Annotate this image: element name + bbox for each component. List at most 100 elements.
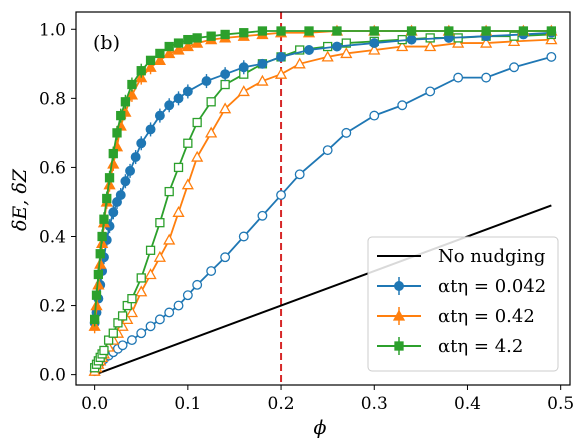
data-point bbox=[545, 33, 558, 45]
data-point bbox=[145, 245, 156, 255]
data-point bbox=[145, 124, 156, 135]
legend-box bbox=[367, 236, 559, 372]
legend-label-alpha-042: αtη = 0.42 bbox=[438, 306, 535, 327]
data-point bbox=[127, 79, 137, 90]
data-point bbox=[115, 190, 126, 200]
legend-marker-1 bbox=[394, 281, 404, 291]
y-tick-label: 0.8 bbox=[39, 89, 66, 109]
x-tick-label: 0.2 bbox=[268, 394, 295, 414]
data-point bbox=[238, 231, 249, 242]
data-point bbox=[103, 335, 114, 345]
data-point bbox=[518, 26, 529, 36]
data-point bbox=[99, 214, 109, 224]
data-point bbox=[192, 279, 203, 290]
data-point bbox=[164, 307, 175, 318]
data-point bbox=[481, 26, 491, 36]
data-point bbox=[206, 31, 216, 41]
y-tick-label: 1.0 bbox=[39, 20, 66, 40]
data-point bbox=[182, 290, 193, 301]
data-point bbox=[304, 26, 314, 36]
data-point bbox=[406, 26, 417, 36]
data-point bbox=[220, 29, 230, 40]
data-point bbox=[481, 72, 492, 83]
data-point bbox=[113, 318, 123, 328]
data-point bbox=[163, 47, 176, 59]
data-point bbox=[239, 28, 249, 38]
data-point bbox=[173, 162, 184, 173]
data-point bbox=[120, 97, 131, 107]
data-point bbox=[219, 102, 232, 114]
legend-label-alpha-0042: αtη = 0.042 bbox=[438, 276, 546, 297]
data-point bbox=[136, 138, 147, 149]
data-point bbox=[154, 110, 165, 121]
x-tick-label: 0.0 bbox=[81, 394, 108, 414]
series-green-filled bbox=[89, 26, 557, 327]
data-point bbox=[276, 26, 286, 36]
data-point bbox=[108, 148, 118, 159]
data-point bbox=[127, 294, 137, 304]
data-point bbox=[341, 127, 352, 138]
data-point bbox=[164, 100, 175, 111]
data-point bbox=[257, 26, 268, 36]
data-point bbox=[172, 205, 185, 217]
x-tick-label: 0.3 bbox=[361, 394, 388, 414]
data-point bbox=[91, 290, 102, 300]
data-point bbox=[155, 218, 165, 228]
data-point bbox=[480, 36, 493, 48]
data-point bbox=[93, 269, 104, 280]
data-point bbox=[201, 76, 212, 87]
data-point bbox=[507, 35, 521, 47]
data-point bbox=[424, 40, 437, 52]
data-point bbox=[99, 345, 109, 356]
data-point bbox=[145, 321, 156, 332]
data-point bbox=[153, 250, 166, 262]
data-point bbox=[125, 165, 136, 176]
data-point bbox=[136, 273, 146, 283]
data-point bbox=[192, 33, 202, 43]
data-point bbox=[205, 126, 218, 138]
data-point bbox=[369, 38, 380, 49]
data-point bbox=[192, 117, 202, 128]
data-point bbox=[95, 249, 105, 259]
y-tick-label: 0.6 bbox=[39, 158, 66, 178]
data-point bbox=[112, 128, 122, 138]
data-point bbox=[332, 41, 342, 52]
data-point bbox=[220, 69, 231, 80]
data-point bbox=[191, 36, 204, 48]
data-point bbox=[453, 72, 464, 83]
data-point bbox=[102, 193, 112, 204]
data-point bbox=[546, 51, 557, 62]
data-point bbox=[108, 328, 118, 338]
x-tick-label: 0.4 bbox=[454, 394, 481, 414]
x-axis-label: ϕ bbox=[314, 417, 327, 439]
data-point bbox=[425, 86, 436, 97]
data-point bbox=[293, 57, 306, 69]
data-point bbox=[332, 26, 342, 36]
data-point bbox=[173, 38, 184, 48]
data-point bbox=[181, 178, 194, 190]
legend-marker-2 bbox=[392, 309, 406, 321]
data-point bbox=[294, 169, 305, 180]
data-point bbox=[341, 38, 351, 48]
data-point bbox=[172, 43, 185, 55]
data-point bbox=[154, 314, 165, 325]
data-point bbox=[164, 186, 174, 197]
data-point bbox=[396, 40, 409, 52]
data-point bbox=[135, 285, 148, 297]
data-point bbox=[182, 86, 193, 97]
y-tick-label: 0.4 bbox=[39, 227, 66, 247]
y-tick-label: 0.2 bbox=[39, 297, 66, 317]
data-point bbox=[369, 26, 379, 36]
data-point bbox=[130, 152, 141, 163]
x-tick-label: 0.1 bbox=[174, 394, 201, 414]
data-point bbox=[397, 100, 408, 111]
data-point bbox=[116, 110, 126, 121]
legend-marker-3 bbox=[394, 341, 404, 351]
y-axis-label: δE, δZ bbox=[9, 168, 31, 231]
axes-frame bbox=[75, 11, 571, 386]
legend-label-no-nudging: No nudging bbox=[438, 246, 545, 267]
data-point bbox=[104, 173, 115, 183]
data-point bbox=[163, 233, 176, 245]
